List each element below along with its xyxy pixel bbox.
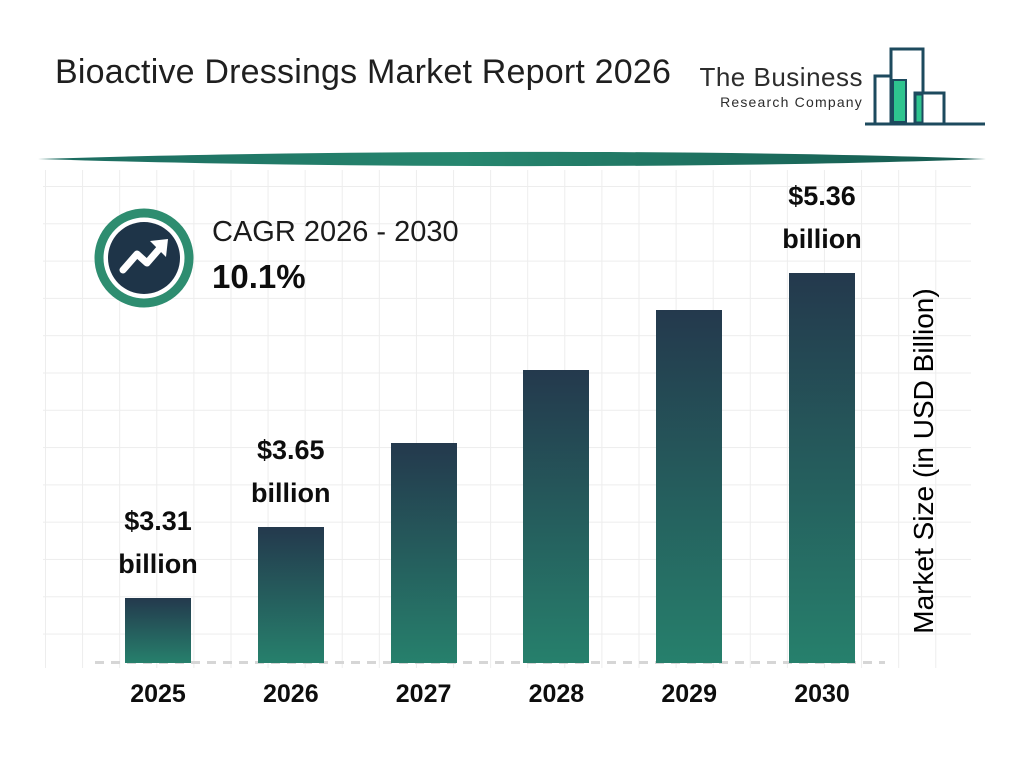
x-axis-label-2028: 2028 [528,680,585,708]
company-logo: The Business Research Company [699,36,995,136]
y-axis-label: Market Size (in USD Billion) [908,288,939,634]
bar-2028 [523,370,590,663]
logo-subtitle: Research Company [720,94,863,110]
logo-text: The Business Research Company [699,62,863,110]
x-axis-label-2025: 2025 [130,680,186,708]
divider-swoosh [38,151,986,167]
page-title: Bioactive Dressings Market Report 2026 [55,53,672,91]
cagr-block: CAGR 2026 - 2030 10.1% [212,216,459,296]
bar-2025 [125,598,191,663]
x-axis-label-2027: 2027 [395,680,452,708]
trending-up-icon [94,208,194,308]
cagr-value: 10.1% [212,258,306,295]
x-axis-label-2030: 2030 [794,680,850,708]
logo-bars-icon [865,47,985,126]
x-axis-label-2029: 2029 [661,680,717,708]
value-label-2030: $5.36 billion [782,181,862,254]
bar-2030 [789,273,855,663]
cagr-label: CAGR 2026 - 2030 [212,216,459,248]
chart-baseline-dashed [95,661,885,664]
bar-2026 [257,527,324,663]
bar-2029 [656,310,723,663]
logo-name: The Business [699,62,863,92]
value-label-2026: $3.65 billion [251,435,331,508]
x-axis-label-2026: 2026 [262,680,319,708]
bar-2027 [390,443,457,663]
value-label-2025: $3.31 billion [118,506,198,579]
